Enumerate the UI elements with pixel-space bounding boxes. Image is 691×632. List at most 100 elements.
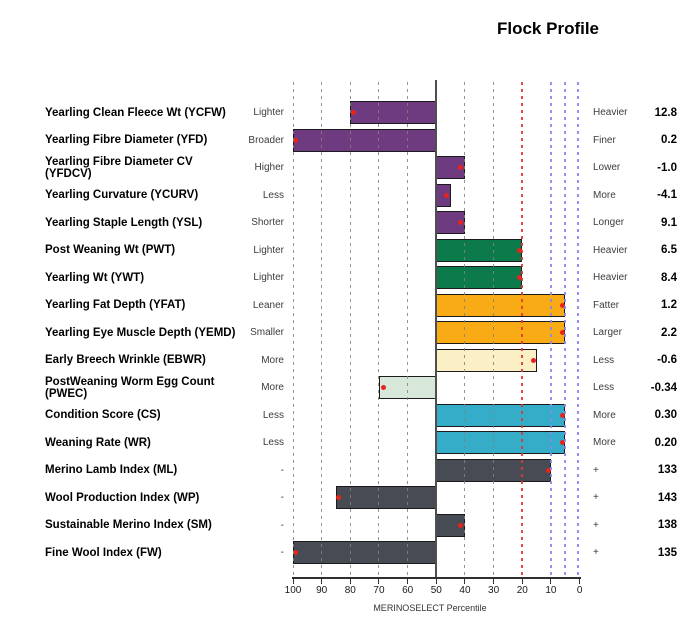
red-marker-dot	[293, 137, 299, 143]
low-direction-label: -	[280, 492, 284, 504]
bar-track	[293, 539, 580, 567]
axis-tick-30	[493, 578, 495, 584]
high-direction-label: Fatter	[593, 299, 620, 311]
low-direction-label: Leaner	[252, 299, 284, 311]
trait-label: Yearling Fibre Diameter (YFD)	[45, 134, 208, 147]
red-marker-dot	[516, 247, 522, 253]
axis-tick-label-90: 90	[316, 585, 328, 596]
percentile-bar	[335, 486, 437, 509]
high-direction-label: Longer	[593, 217, 625, 229]
page-title: Flock Profile	[496, 19, 600, 38]
bar-track	[293, 402, 580, 430]
axis-tick-label-100: 100	[284, 585, 302, 596]
percentile-bar	[436, 348, 537, 372]
trait-value: 1.2	[661, 299, 677, 312]
percentile-bar	[293, 541, 437, 564]
trait-row: Weaning Rate (WR) Less More 0.20	[0, 429, 691, 457]
axis-tick-0	[579, 578, 581, 584]
percentile-bar	[436, 403, 566, 427]
high-direction-label: +	[593, 464, 599, 476]
percentile-bar	[436, 266, 523, 289]
trait-row: Fine Wool Index (FW) - +135	[0, 539, 691, 567]
percentile-bar	[436, 458, 551, 482]
high-direction-label: Lower	[593, 162, 621, 174]
bar-track	[293, 154, 580, 182]
high-direction-label: Heavier	[593, 244, 628, 256]
red-marker-dot	[458, 220, 464, 225]
percentile-bar	[436, 431, 566, 454]
axis-tick-label-30: 30	[488, 585, 500, 596]
trait-label: Condition Score (CS)	[45, 409, 161, 422]
trait-row: Condition Score (CS) Less More 0.30	[0, 402, 691, 430]
trait-row: Yearling Fibre Diameter (YFD) Broader Fine…	[0, 127, 691, 155]
bar-track	[293, 347, 580, 375]
trait-value: 0.2	[661, 134, 677, 147]
trait-value: -0.6	[657, 354, 677, 367]
bar-track	[293, 209, 580, 237]
low-direction-label: Shorter	[251, 217, 284, 229]
trait-label: Sustainable Merino Index (SM)	[45, 519, 212, 532]
trait-rows: Yearling Clean Fleece Wt (YCFW) Lighter He…	[0, 99, 691, 567]
low-direction-label: Lighter	[253, 244, 284, 256]
trait-row: Sustainable Merino Index (SM) - +138	[0, 512, 691, 540]
bar-track	[293, 292, 580, 320]
trait-value: -1.0	[657, 161, 677, 174]
bar-track	[293, 182, 580, 210]
trait-value: 2.2	[661, 326, 677, 339]
high-direction-label: More	[593, 189, 616, 201]
trait-row: PostWeaning Worm Egg Count (PWEC) More Les…	[0, 374, 691, 402]
red-marker-dot	[559, 440, 565, 445]
trait-row: Merino Lamb Index (ML) - +133	[0, 457, 691, 485]
red-marker-dot	[458, 522, 464, 528]
trait-value: 133	[657, 464, 677, 477]
percentile-bar	[436, 238, 523, 262]
trait-row: Yearling Curvature (YCURV) Less More -4.1	[0, 182, 691, 210]
high-direction-label: +	[593, 492, 599, 504]
bar-track	[293, 512, 580, 540]
high-direction-label: Less	[593, 354, 615, 366]
trait-row: Wool Production Index (WP) - +143	[0, 484, 691, 512]
trait-value: 9.1	[661, 216, 677, 229]
bar-track	[293, 429, 580, 457]
red-marker-dot	[380, 385, 386, 390]
axis-tick-label-20: 20	[516, 585, 528, 596]
percentile-bar	[350, 101, 437, 124]
trait-label: Yearling Clean Fleece Wt (YCFW)	[45, 106, 226, 119]
trait-row: Yearling Eye Muscle Depth (YEMD) Smaller L…	[0, 319, 691, 347]
trait-value: 0.20	[654, 436, 677, 449]
trait-value: 0.30	[654, 409, 677, 422]
trait-label: Early Breech Wrinkle (EBWR)	[45, 354, 206, 367]
red-marker-dot	[559, 412, 565, 418]
red-marker-dot	[350, 110, 356, 115]
axis-tick-label-0: 0	[576, 585, 583, 596]
bar-track	[293, 127, 580, 155]
axis-tick-20	[521, 578, 523, 584]
trait-label: Yearling Staple Length (YSL)	[45, 216, 203, 229]
trait-row: Yearling Staple Length (YSL) Shorter Longe…	[0, 209, 691, 237]
low-direction-label: -	[280, 519, 284, 531]
red-marker-dot	[458, 165, 464, 170]
high-direction-label: Finer	[593, 134, 616, 146]
high-direction-label: Larger	[593, 327, 622, 339]
axis-tick-50	[435, 578, 437, 584]
bar-track	[293, 237, 580, 265]
trait-row: Yearling Fat Depth (YFAT) Leaner Fatter 1.2	[0, 292, 691, 320]
red-marker-dot	[559, 302, 565, 308]
low-direction-label: More	[261, 354, 284, 366]
trait-value: 138	[657, 519, 677, 532]
axis-tick-label-40: 40	[459, 585, 471, 596]
trait-value: -4.1	[657, 189, 677, 202]
high-direction-label: +	[593, 547, 599, 559]
low-direction-label: -	[280, 464, 284, 476]
trait-row: Early Breech Wrinkle (EBWR) More Less -0.6	[0, 347, 691, 375]
trait-row: Yearling Fibre Diameter CV (YFDCV) Higher…	[0, 154, 691, 182]
bar-track	[293, 319, 580, 347]
trait-row: Yearling Clean Fleece Wt (YCFW) Lighter He…	[0, 99, 691, 127]
trait-row: Post Weaning Wt (PWT) Lighter Heavier 6.5	[0, 237, 691, 265]
axis-tick-90	[321, 578, 323, 584]
red-marker-dot	[545, 467, 551, 473]
axis-tick-80	[349, 578, 351, 584]
axis-tick-label-10: 10	[545, 585, 557, 596]
axis-tick-70	[378, 578, 380, 584]
